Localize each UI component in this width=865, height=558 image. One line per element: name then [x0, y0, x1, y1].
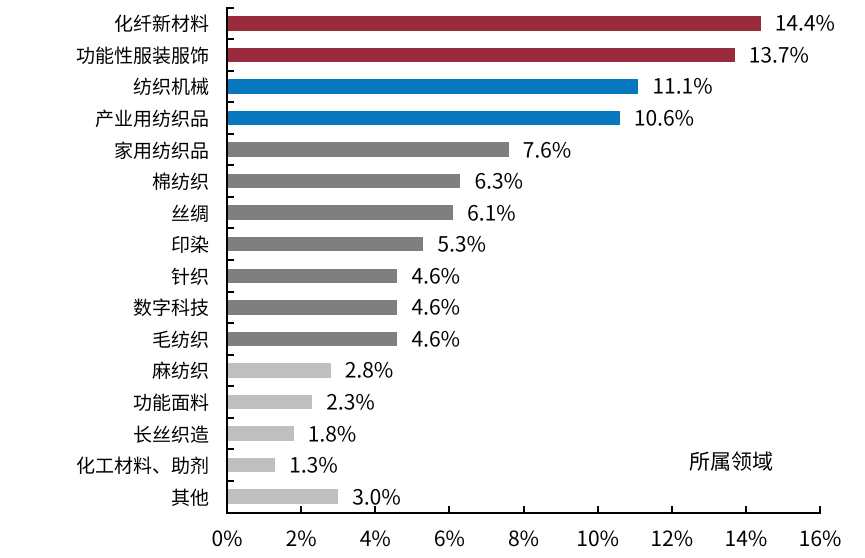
value-label: 2.8%: [344, 354, 394, 385]
y-axis-tick: [227, 259, 234, 261]
y-axis-tick: [227, 38, 234, 41]
category-label: 针织: [170, 262, 209, 290]
bar: [227, 110, 620, 126]
bar: [227, 205, 454, 220]
y-axis-tick: [227, 353, 234, 356]
value-label: 2.3%: [326, 386, 375, 417]
category-label: 功能性服装服饰: [75, 41, 209, 69]
value-label: 1.3%: [289, 449, 338, 480]
category-label: 毛纺织: [151, 325, 209, 353]
bar: [227, 489, 339, 504]
y-axis-tick: [227, 164, 234, 167]
y-axis-tick: [227, 290, 234, 293]
category-label: 家用纺织品: [113, 136, 209, 164]
bar: [227, 236, 424, 252]
category-label: 化纤新材料: [113, 9, 209, 37]
x-axis-tick-label: 6%: [433, 523, 465, 553]
x-axis-line: [226, 511, 821, 514]
category-label: 化工材料、助剂: [75, 451, 209, 479]
bar: [227, 47, 735, 63]
bar: [227, 142, 509, 157]
bar: [227, 331, 398, 347]
value-label: 1.8%: [307, 418, 357, 449]
x-axis-tick: [522, 505, 525, 513]
x-axis-tick-label: 0%: [211, 523, 243, 553]
x-axis-tick: [819, 505, 821, 513]
x-axis-tick: [448, 505, 451, 513]
value-label: 13.7%: [748, 39, 809, 70]
bar: [227, 394, 313, 410]
bar: [227, 268, 398, 284]
category-label: 丝绸: [170, 199, 209, 227]
x-axis-tick-label: 2%: [285, 523, 317, 553]
x-axis-tick: [670, 505, 673, 513]
x-axis-tick-label: 14%: [724, 523, 768, 553]
category-label: 麻纺织: [151, 356, 209, 384]
x-axis-tick: [596, 505, 599, 513]
category-label: 数字科技: [132, 293, 209, 321]
category-label: 其他: [170, 483, 209, 511]
value-label: 3.0%: [352, 481, 401, 512]
value-label: 11.1%: [652, 70, 713, 101]
value-label: 4.6%: [411, 291, 460, 322]
bar: [227, 426, 294, 441]
x-axis-tick-label: 10%: [576, 523, 619, 553]
y-axis-tick: [227, 322, 234, 325]
value-label: 4.6%: [411, 323, 460, 354]
category-label: 棉纺织: [151, 167, 209, 195]
y-axis-tick: [227, 227, 234, 230]
y-axis-tick: [227, 69, 234, 72]
x-axis-tick-label: 16%: [798, 523, 842, 553]
bar: [227, 300, 398, 315]
category-label: 产业用纺织品: [94, 104, 209, 132]
field-annotation: 所属领域: [689, 446, 773, 476]
category-label: 功能面料: [132, 388, 209, 416]
y-axis-tick: [227, 416, 234, 419]
bar: [227, 173, 461, 189]
bar: [227, 363, 331, 378]
value-label: 5.3%: [437, 228, 486, 259]
value-label: 4.6%: [411, 260, 460, 291]
x-axis-tick: [300, 505, 303, 513]
bar: [227, 16, 761, 31]
value-label: 7.6%: [522, 134, 572, 165]
bar: [227, 79, 639, 94]
bar: [227, 457, 276, 473]
x-axis-tick: [226, 505, 228, 513]
y-axis-tick: [227, 385, 234, 388]
value-label: 10.6%: [633, 102, 695, 133]
category-label: 印染: [170, 230, 209, 258]
x-axis-tick-label: 12%: [650, 523, 694, 553]
value-label: 6.3%: [474, 165, 523, 196]
value-label: 14.4%: [774, 7, 835, 38]
y-axis-tick: [227, 195, 234, 198]
y-axis-tick: [227, 101, 234, 104]
y-axis-tick: [227, 6, 234, 9]
category-label: 长丝织造: [132, 420, 209, 448]
y-axis-tick: [227, 479, 234, 482]
x-axis-tick-label: 8%: [508, 523, 539, 553]
y-axis-tick: [227, 132, 234, 135]
x-axis-tick: [744, 505, 747, 513]
value-label: 6.1%: [467, 197, 516, 228]
x-axis-tick-label: 4%: [359, 523, 391, 553]
x-axis-tick: [374, 505, 377, 513]
category-label: 纺织机械: [132, 72, 209, 100]
y-axis-tick: [227, 448, 234, 451]
